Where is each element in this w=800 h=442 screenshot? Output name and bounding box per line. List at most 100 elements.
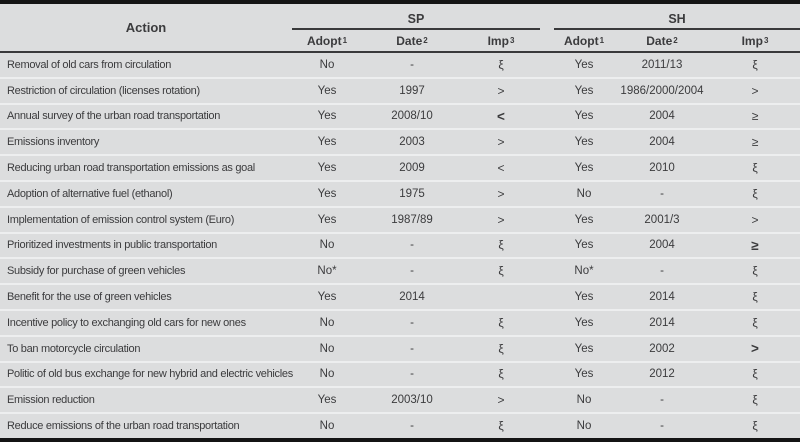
sp-date-cell: - <box>410 420 414 433</box>
sh-imp-cell: ξ <box>752 290 758 305</box>
sh-date-cell: - <box>660 265 664 278</box>
action-cell: Prioritized investments in public transp… <box>7 239 217 252</box>
column-header-action: Action <box>125 20 167 35</box>
action-cell: Subsidy for purchase of green vehicles <box>7 265 186 278</box>
table-row: Reducing urban road transportation emiss… <box>0 154 800 180</box>
sp-date-cell: - <box>410 316 414 329</box>
sp-adopt-cell: No <box>319 316 335 329</box>
sp-imp-cell <box>462 285 540 309</box>
column-gap <box>540 388 554 412</box>
sh-imp-cell: > <box>751 83 759 98</box>
sp-imp-cell: ξ <box>498 341 504 356</box>
sp-imp-cell: ξ <box>498 57 504 72</box>
sp-date-cell: 1987/89 <box>391 213 433 226</box>
sp-adopt-cell: No* <box>317 265 337 278</box>
column-header-sp-date: Date 2 <box>396 34 428 48</box>
sh-date-cell: 2004 <box>649 136 675 149</box>
sp-date-cell: - <box>410 342 414 355</box>
table-row: Annual survey of the urban road transpor… <box>0 102 800 129</box>
table-row: Emissions inventory Yes 2003 > Yes 2004 ≥ <box>0 128 800 155</box>
sp-adopt-cell: No <box>319 368 335 381</box>
sp-imp-cell: ξ <box>498 419 504 434</box>
column-gap <box>540 285 554 309</box>
sh-date-cell: 2004 <box>649 110 675 123</box>
sh-adopt-cell: Yes <box>574 136 594 149</box>
column-gap <box>540 208 554 232</box>
sh-imp-cell: > <box>751 341 759 357</box>
sp-date-cell: 2003/10 <box>391 394 433 407</box>
sp-date-cell: 1997 <box>399 84 425 97</box>
sp-adopt-cell: Yes <box>317 187 337 200</box>
table-row: Removal of old cars from circulation No - ξ… <box>0 53 800 77</box>
column-gap <box>540 105 554 129</box>
sp-adopt-cell: Yes <box>317 84 337 97</box>
sp-date-cell: 1975 <box>399 187 425 200</box>
sh-imp-cell: ξ <box>752 393 758 408</box>
sp-imp-cell: ξ <box>498 367 504 382</box>
column-gap <box>540 337 554 361</box>
sp-date-cell: - <box>410 58 414 71</box>
sp-date-cell: - <box>410 265 414 278</box>
sh-adopt-cell: No <box>576 394 592 407</box>
action-cell: Adoption of alternative fuel (ethanol) <box>7 187 173 200</box>
sh-imp-cell: ξ <box>752 367 758 382</box>
table-row: Subsidy for purchase of green vehicles No… <box>0 257 800 284</box>
action-cell: To ban motorcycle circulation <box>7 342 141 355</box>
action-cell: Implementation of emission control syste… <box>7 213 235 226</box>
sh-imp-cell: ξ <box>752 161 758 176</box>
column-gap <box>540 259 554 283</box>
column-gap <box>540 156 554 180</box>
column-gap <box>540 79 554 103</box>
sh-date-cell: - <box>660 187 664 200</box>
column-group-sp: SP <box>292 4 540 30</box>
action-cell: Removal of old cars from circulation <box>7 58 172 71</box>
sh-date-cell: - <box>660 420 664 433</box>
table-row: Prioritized investments in public transp… <box>0 231 800 258</box>
table-row: Restriction of circulation (licenses rot… <box>0 76 800 103</box>
action-cell: Restriction of circulation (licenses rot… <box>7 84 200 97</box>
column-gap <box>540 414 554 438</box>
sh-imp-cell: ≥ <box>751 109 759 124</box>
sh-date-cell: 2001/3 <box>644 213 680 226</box>
sh-adopt-cell: No* <box>574 265 594 278</box>
action-cell: Reducing urban road transportation emiss… <box>7 162 255 175</box>
sp-date-cell: - <box>410 368 414 381</box>
column-gap <box>540 53 554 77</box>
sp-imp-cell: < <box>497 161 505 176</box>
column-header-sp-imp: Imp 3 <box>487 34 515 48</box>
sp-adopt-cell: Yes <box>317 291 337 304</box>
sp-imp-cell: > <box>497 83 505 98</box>
action-cell: Incentive policy to exchanging old cars … <box>7 316 246 329</box>
sh-imp-cell: ξ <box>752 57 758 72</box>
sh-date-cell: - <box>660 394 664 407</box>
sp-imp-cell: < <box>497 108 505 124</box>
sh-imp-cell: ξ <box>752 419 758 434</box>
table-row: Reduce emissions of the urban road trans… <box>0 412 800 438</box>
sp-adopt-cell: No <box>319 420 335 433</box>
sh-imp-cell: ξ <box>752 264 758 279</box>
sh-date-cell: 2014 <box>649 316 675 329</box>
sp-date-cell: - <box>410 239 414 252</box>
column-group-sh: SH <box>554 4 800 30</box>
sh-adopt-cell: Yes <box>574 58 594 71</box>
sh-date-cell: 2004 <box>649 239 675 252</box>
sp-imp-cell: > <box>497 212 505 227</box>
action-cell: Reduce emissions of the urban road trans… <box>7 420 240 433</box>
column-header-sh-date: Date 2 <box>646 34 678 48</box>
sp-imp-cell: > <box>497 135 505 150</box>
action-cell: Annual survey of the urban road transpor… <box>7 110 221 123</box>
sp-adopt-cell: No <box>319 239 335 252</box>
table-row: Incentive policy to exchanging old cars … <box>0 308 800 335</box>
action-cell: Benefit for the use of green vehicles <box>7 291 172 304</box>
sp-adopt-cell: Yes <box>317 136 337 149</box>
sh-adopt-cell: No <box>576 187 592 200</box>
sh-adopt-cell: Yes <box>574 342 594 355</box>
sh-adopt-cell: Yes <box>574 110 594 123</box>
sh-date-cell: 2014 <box>649 291 675 304</box>
sh-date-cell: 2002 <box>649 342 675 355</box>
action-cell: Politic of old bus exchange for new hybr… <box>7 368 293 381</box>
table-top-border <box>0 0 800 4</box>
column-gap <box>540 234 554 258</box>
sp-adopt-cell: Yes <box>317 213 337 226</box>
sp-imp-cell: ξ <box>498 264 504 279</box>
